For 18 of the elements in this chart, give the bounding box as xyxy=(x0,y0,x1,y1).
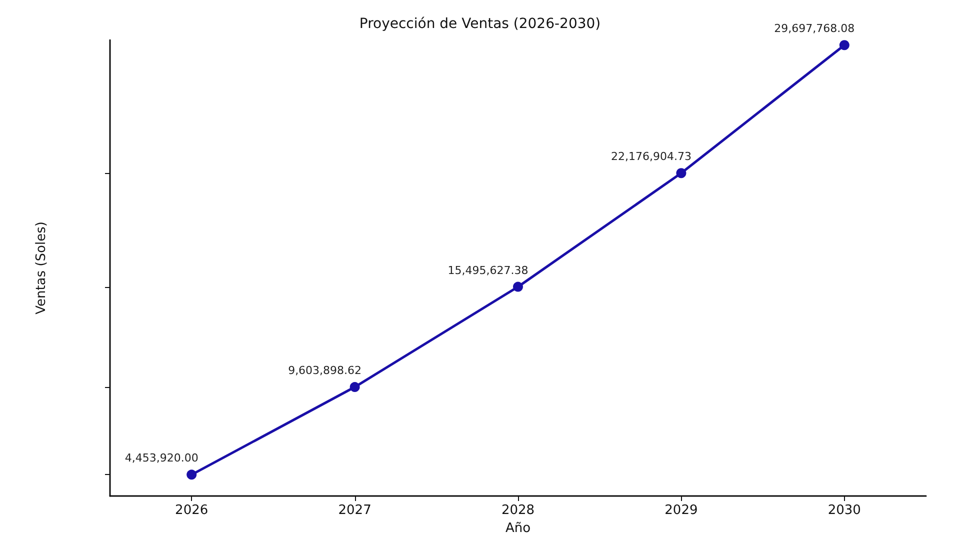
point xyxy=(513,282,523,292)
point xyxy=(186,470,197,480)
data-label: 4,453,920.00 xyxy=(124,452,198,465)
x-tick-label: 2027 xyxy=(338,503,372,518)
point xyxy=(350,382,360,392)
x-tick-label: 2030 xyxy=(828,503,861,518)
point xyxy=(676,168,686,178)
data-label: 22,176,904.73 xyxy=(610,150,692,164)
x-tick-label: 2026 xyxy=(175,503,208,518)
chart-title: Proyección de Ventas (2026-2030) xyxy=(359,16,601,32)
point xyxy=(839,40,850,50)
data-label: 15,495,627.38 xyxy=(448,264,528,277)
y-axis-title: Ventas (Soles) xyxy=(34,222,49,314)
x-tick-label: 2028 xyxy=(501,503,535,518)
x-axis-title: Año xyxy=(505,521,531,536)
data-label: 9,603,898.62 xyxy=(288,364,362,378)
data-label: 29,697,768.08 xyxy=(774,22,855,36)
x-tick-label: 2029 xyxy=(664,503,698,518)
